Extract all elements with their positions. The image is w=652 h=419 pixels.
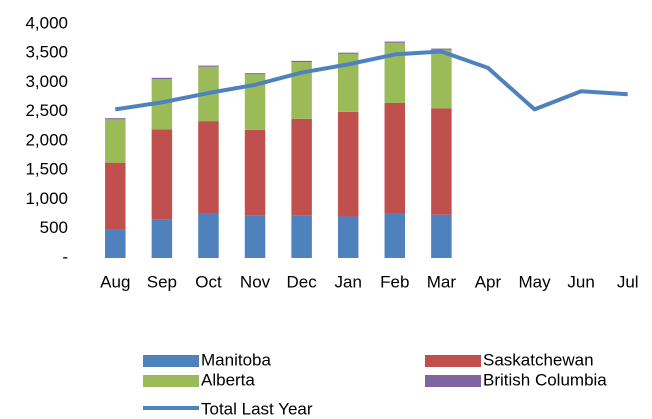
bar-segment — [105, 162, 126, 230]
bar-segment — [244, 74, 266, 130]
bar-segment — [337, 53, 359, 112]
y-tick-label: 4,000 — [25, 13, 68, 32]
y-tick-label: 500 — [40, 218, 68, 237]
bar-segment — [337, 52, 359, 54]
x-tick-label: Feb — [380, 272, 409, 291]
x-tick-label: Jan — [334, 272, 361, 291]
legend-swatch — [425, 355, 481, 367]
y-tick-label: 1,500 — [25, 160, 68, 179]
bar-segment — [105, 119, 126, 163]
legend-label: Alberta — [201, 370, 255, 389]
bar-segment — [384, 102, 406, 214]
bar-segment — [105, 229, 126, 258]
legend-swatch — [425, 375, 481, 387]
bar-segment — [431, 49, 452, 109]
y-tick-label: 3,000 — [25, 72, 68, 91]
bar-segment — [151, 77, 173, 79]
x-tick-label: Jun — [567, 272, 594, 291]
bar-segment — [384, 42, 406, 103]
bar-segment — [244, 73, 266, 75]
bar-segment — [431, 214, 452, 258]
bar-segment — [198, 121, 219, 214]
x-tick-label: Nov — [240, 272, 271, 291]
bar-segment — [291, 118, 312, 216]
y-tick-label: 2,500 — [25, 101, 68, 120]
bar-segment — [151, 129, 173, 220]
x-tick-label: Sep — [147, 272, 177, 291]
legend-label: Total Last Year — [201, 399, 313, 418]
line — [114, 49, 628, 112]
y-tick-label: 3,500 — [25, 43, 68, 62]
x-tick-label: Mar — [427, 272, 457, 291]
bar-segment — [337, 216, 359, 258]
bar-segment — [105, 118, 126, 120]
bar-segment — [244, 215, 266, 258]
bar-segment — [431, 48, 452, 50]
legend-label: Saskatchewan — [483, 350, 594, 369]
y-tick-label: 2,000 — [25, 130, 68, 149]
x-tick-label: Oct — [195, 272, 222, 291]
bar-segment — [291, 60, 312, 63]
bar-segment — [384, 41, 406, 43]
bar-segment — [384, 213, 406, 258]
bar-segment — [198, 65, 219, 67]
x-tick-label: Aug — [100, 272, 130, 291]
bar-segment — [291, 215, 312, 258]
bar-segment — [151, 219, 173, 258]
x-tick-label: Dec — [287, 272, 318, 291]
legend-label: Manitoba — [201, 350, 271, 369]
y-tick-label: 1,000 — [25, 189, 68, 208]
legend-swatch — [143, 375, 199, 387]
bar-segment — [337, 111, 359, 217]
bar-segment — [244, 129, 266, 216]
bar-segment — [291, 62, 312, 119]
x-tick-label: Jul — [617, 272, 639, 291]
bar-segment — [198, 213, 219, 258]
legend-swatch — [143, 355, 199, 367]
legend-label: British Columbia — [483, 370, 607, 389]
x-tick-label: May — [518, 272, 551, 291]
bar-segment — [431, 108, 452, 215]
x-tick-label: Apr — [475, 272, 502, 291]
y-tick-label: - — [62, 247, 68, 266]
